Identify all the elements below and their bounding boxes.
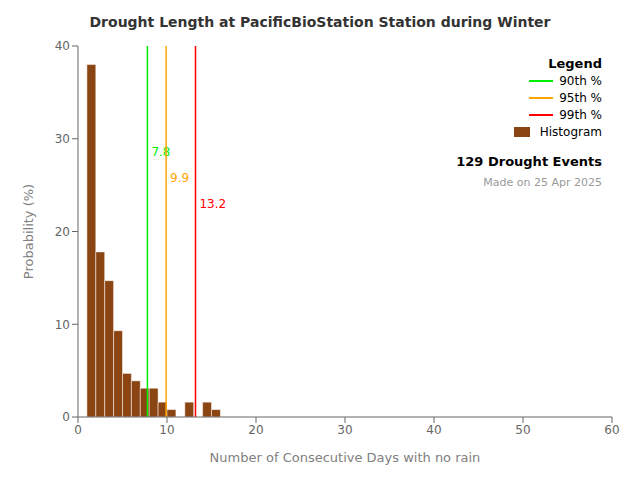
html-text:Drought Length at PacificBioSt: Drought Length at PacificBioStation Stat…	[89, 14, 551, 30]
svg-text:60: 60	[604, 423, 619, 437]
html-text:99th %: 99th %	[559, 108, 602, 122]
svg-text:20: 20	[55, 225, 70, 239]
svg-text:13.2: 13.2	[199, 197, 226, 211]
svg-text:20: 20	[248, 423, 263, 437]
svg-text:7.8: 7.8	[151, 145, 170, 159]
svg-text:40: 40	[426, 423, 441, 437]
html-text:129 Drought Events: 129 Drought Events	[456, 154, 602, 169]
html-text:90th %: 90th %	[559, 74, 602, 88]
svg-text:50: 50	[515, 423, 530, 437]
svg-text:40: 40	[55, 39, 70, 53]
html-text:Made on 25 Apr 2025: Made on 25 Apr 2025	[483, 176, 602, 189]
html-text:Legend: Legend	[548, 56, 602, 71]
svg-text:0: 0	[62, 410, 70, 424]
svg-text:Probability (%): Probability (%)	[21, 184, 36, 279]
svg-text:10: 10	[159, 423, 174, 437]
svg-text:30: 30	[55, 132, 70, 146]
svg-text:10: 10	[55, 318, 70, 332]
svg-text:30: 30	[337, 423, 352, 437]
html-text:Histogram: Histogram	[539, 125, 602, 139]
svg-text:Number of Consecutive Days wit: Number of Consecutive Days with no rain	[210, 450, 481, 465]
html-text:95th %: 95th %	[559, 91, 602, 105]
svg-text:9.9: 9.9	[170, 171, 189, 185]
svg-text:0: 0	[74, 423, 82, 437]
